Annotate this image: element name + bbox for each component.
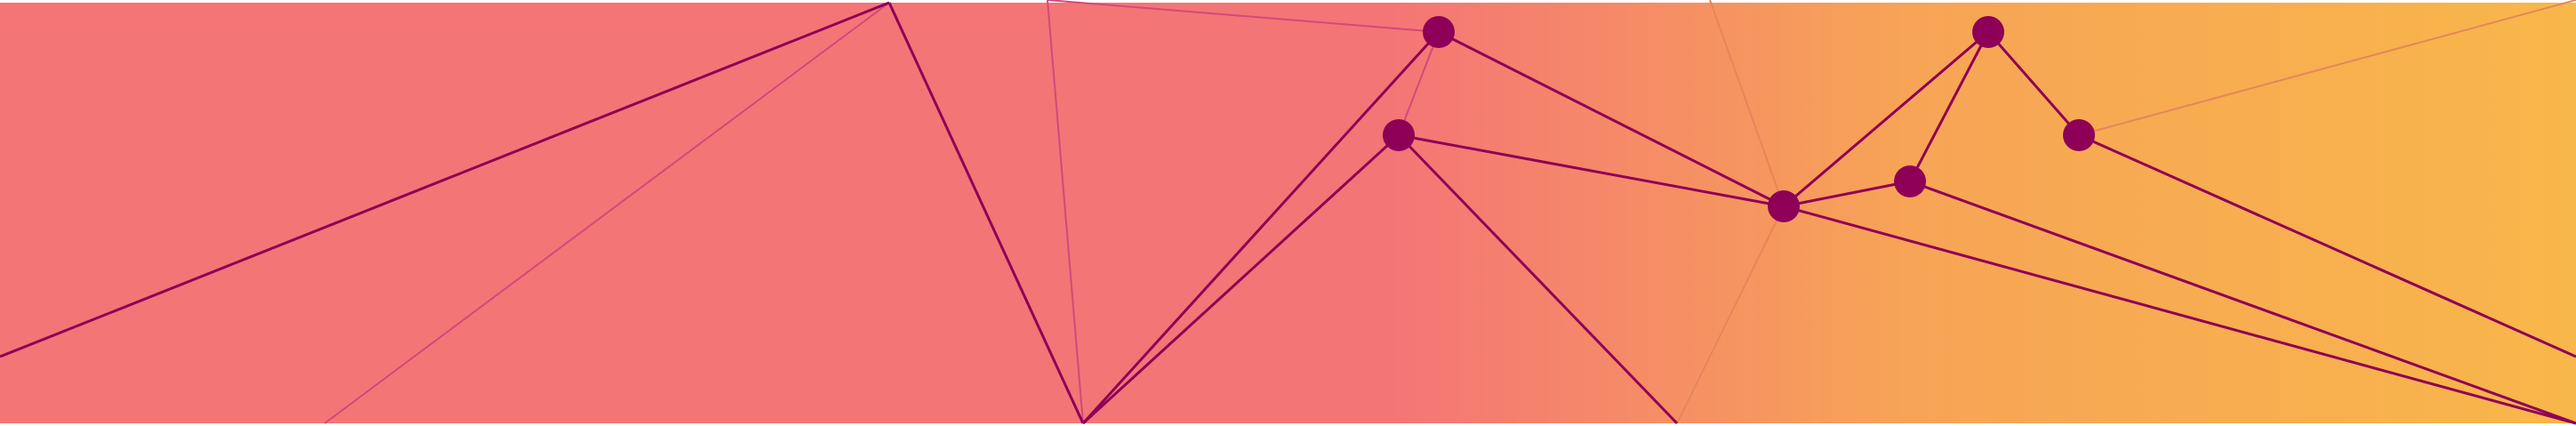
- circle-node-icon: [1894, 165, 1926, 197]
- primary-line: [1081, 30, 1440, 425]
- primary-line: [1397, 133, 1679, 425]
- circle-node-icon: [2063, 119, 2095, 151]
- faint-line: [324, 2, 890, 424]
- primary-line: [1783, 205, 2576, 425]
- circle-node-icon: [1768, 190, 1800, 222]
- primary-line: [1081, 133, 1400, 425]
- primary-line: [1398, 133, 1785, 208]
- faint-line: [1047, 0, 1440, 33]
- primary-line: [1783, 30, 1989, 208]
- faint-connection-lines: [324, 0, 2576, 424]
- network-nodes: [1383, 16, 2095, 222]
- primary-line: [1438, 30, 1785, 208]
- faint-line: [1676, 205, 1785, 424]
- faint-line: [1398, 31, 1440, 136]
- primary-line: [1909, 180, 2576, 425]
- primary-line: [887, 2, 1085, 424]
- circle-node-icon: [1972, 16, 2004, 48]
- primary-line: [1986, 31, 2081, 136]
- circle-node-icon: [1423, 16, 1455, 48]
- primary-line: [2078, 133, 2576, 358]
- primary-line: [1783, 180, 1911, 208]
- primary-line: [1908, 31, 1990, 182]
- primary-line: [0, 1, 890, 358]
- gradient-background: [0, 3, 2576, 423]
- circle-node-icon: [1383, 119, 1415, 151]
- faint-line: [1047, 0, 1084, 424]
- faint-line: [1709, 0, 1785, 207]
- faint-line: [2078, 0, 2576, 136]
